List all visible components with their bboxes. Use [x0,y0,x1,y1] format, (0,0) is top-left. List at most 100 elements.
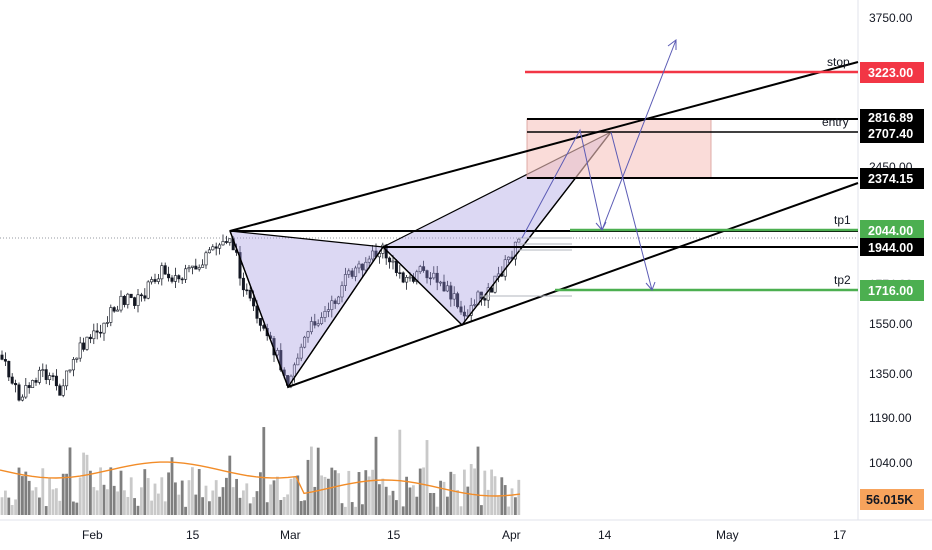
x-tick-may: May [716,528,739,542]
volume-bar [157,493,160,515]
volume-bar [439,480,442,515]
volume-bar [194,494,198,515]
volume-bar [177,494,181,515]
volume-bar [282,497,286,515]
volume-bar [333,470,337,515]
candle-body [102,322,106,334]
reversal-zone-box [526,118,712,179]
candle-body [207,249,211,254]
candle-body [405,277,409,283]
volume-bar [466,486,470,515]
volume-bar [153,483,157,515]
x-tick-17-may: 17 [833,528,847,542]
volume-bar [167,472,170,515]
volume-bar [486,489,490,515]
volume-bar [180,480,184,515]
volume-bar [262,427,266,515]
volume-bar [143,469,147,515]
candle-body [204,252,208,266]
candle-body [245,289,249,292]
candle-body [10,376,14,384]
candle-body [92,330,96,340]
candle-body [367,258,371,263]
candle-body [143,295,147,299]
price-badge-stop: 3223.00 [860,62,924,83]
volume-bar [361,504,364,515]
candle-body [422,266,426,271]
candle-body [136,294,140,306]
candle-body [456,293,460,308]
candle-body [58,385,62,396]
candle-body [163,265,167,275]
volume-bar [242,490,245,515]
volume-bar [10,504,14,515]
candle-body [347,270,351,275]
volume-bar [228,455,232,515]
volume-bar [412,485,415,515]
candle-body [221,241,225,246]
candle-body [252,297,256,307]
candle-body [401,272,405,283]
volume-bar [44,506,48,515]
projection-arrows [521,39,677,291]
candle-body [360,263,364,271]
candle-body [449,285,453,300]
candle-body [425,270,429,279]
volume-bar [480,505,483,515]
candle-body [129,293,133,298]
candle-body [146,281,150,299]
y-tick-1190: 1190.00 [869,411,912,425]
x-tick-feb: Feb [82,528,103,542]
volume-bar [51,489,55,515]
volume-bar [4,490,7,515]
volume-bar [78,477,82,515]
candle-body [337,296,341,304]
candle-body [65,370,69,387]
volume-bar [58,500,62,515]
volume-bar [82,452,85,515]
volume-bar [265,502,269,515]
volume-bar [0,497,4,515]
volume-bar [218,496,221,515]
candle-body [160,265,164,280]
volume-bar [435,506,439,515]
volume-bar [65,473,68,515]
volume-bar [497,496,500,515]
candle-body [258,318,262,326]
candle-body [408,276,412,279]
volume-bar [367,476,371,515]
volume-badge: 56.015K [860,489,924,510]
candle-body [122,295,126,305]
price-badge-entry: 2816.89 [860,109,924,125]
svg-text:1716.00: 1716.00 [868,284,913,298]
volume-bar [72,501,75,515]
y-tick-1040: 1040.00 [869,456,913,470]
x-tick-15-feb: 15 [186,528,200,542]
volume-bar [41,468,45,515]
price-badge-tp2: 1716.00 [860,280,924,301]
candle-body [418,266,422,273]
volume-bar [306,459,310,515]
volume-bar [204,485,208,515]
candle-body [469,304,473,316]
candle-body [333,300,337,304]
volume-bar [323,476,327,515]
volume-bar [357,472,361,515]
candle-body [54,375,58,387]
volume-bar [310,446,313,515]
candle-body [214,246,218,249]
candle-body [442,281,446,292]
volume-bar [408,487,412,515]
candle-body [313,321,317,326]
volume-bar [48,477,51,515]
volume-bar [248,503,252,515]
candle-body [391,260,395,263]
candle-body [14,382,18,386]
candle-body [133,297,137,306]
volume-bar [17,467,21,515]
candle-body [473,304,477,306]
candle-body [44,369,48,380]
y-tick-1350: 1350.00 [869,367,913,381]
volume-bar [170,457,174,515]
volume-bar [34,487,38,515]
